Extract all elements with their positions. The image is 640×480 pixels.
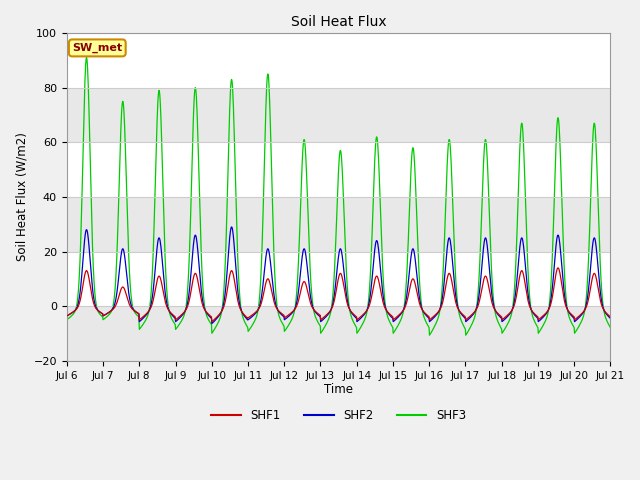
SHF3	[543, 315, 550, 321]
SHF2	[543, 310, 550, 316]
SHF2	[184, 300, 191, 305]
SHF3	[424, 322, 431, 327]
SHF1	[424, 312, 431, 318]
SHF2	[495, 312, 502, 318]
SHF2	[171, 315, 179, 321]
SHF3	[426, 332, 433, 338]
X-axis label: Time: Time	[324, 384, 353, 396]
SHF3	[184, 280, 192, 286]
SHF2	[208, 321, 216, 326]
Line: SHF3: SHF3	[67, 58, 611, 335]
SHF1	[63, 313, 70, 319]
Y-axis label: Soil Heat Flux (W/m2): Soil Heat Flux (W/m2)	[15, 132, 28, 261]
SHF1	[184, 303, 191, 309]
SHF3	[245, 327, 253, 333]
SHF3	[63, 317, 70, 323]
SHF2	[424, 314, 431, 320]
SHF3	[83, 55, 90, 60]
SHF2	[228, 224, 236, 230]
SHF3	[171, 321, 179, 327]
SHF2	[607, 315, 614, 321]
Legend: SHF1, SHF2, SHF3: SHF1, SHF2, SHF3	[207, 405, 470, 427]
SHF1	[494, 311, 502, 317]
SHF1	[607, 314, 614, 320]
Title: Soil Heat Flux: Soil Heat Flux	[291, 15, 387, 29]
SHF1	[245, 314, 253, 320]
Text: SW_met: SW_met	[72, 43, 122, 53]
Line: SHF2: SHF2	[67, 227, 611, 324]
SHF3	[607, 325, 614, 331]
SHF1	[171, 313, 179, 319]
SHF1	[554, 265, 562, 271]
SHF1	[542, 310, 550, 316]
SHF1	[208, 319, 216, 324]
Line: SHF1: SHF1	[67, 268, 611, 322]
SHF2	[245, 316, 253, 322]
Bar	[67, 87, 611, 142]
Bar	[67, 197, 611, 252]
SHF2	[63, 313, 70, 319]
SHF3	[495, 320, 502, 326]
Bar	[67, 306, 611, 361]
